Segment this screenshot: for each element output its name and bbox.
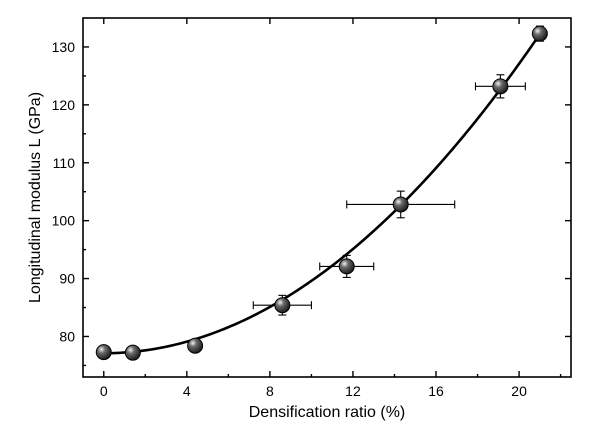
data-point-marker bbox=[187, 337, 204, 354]
y-axis-title: Longitudinal modulus L (GPa) bbox=[27, 92, 44, 303]
data-point-marker bbox=[338, 258, 355, 275]
y-tick-label: 80 bbox=[59, 328, 75, 344]
data-point-marker bbox=[95, 344, 112, 361]
axes: 0 4 8 12 16 20 80 90 100 110 120 130 bbox=[52, 17, 572, 399]
x-axis-title: Densification ratio (%) bbox=[249, 404, 406, 421]
x-tick-label: 20 bbox=[511, 383, 527, 399]
x-tick-label: 0 bbox=[100, 383, 108, 399]
y-tick-label: 110 bbox=[53, 155, 76, 171]
plot-frame bbox=[82, 17, 572, 378]
data-point bbox=[346, 190, 456, 219]
x-tick-label: 8 bbox=[266, 383, 274, 399]
axis-labels-layer: Densification ratio (%) Longitudinal mod… bbox=[27, 92, 405, 421]
x-tick-label: 12 bbox=[345, 383, 361, 399]
y-tick-label: 120 bbox=[52, 97, 76, 113]
data-point-marker bbox=[274, 297, 291, 314]
fit-curve-layer bbox=[103, 33, 541, 355]
data-point bbox=[95, 344, 112, 361]
y-tick-label: 100 bbox=[52, 213, 76, 229]
data-points-layer bbox=[95, 25, 548, 361]
data-point bbox=[187, 337, 204, 354]
fit-curve-line bbox=[103, 33, 541, 355]
data-point-marker bbox=[492, 78, 509, 95]
data-point bbox=[252, 294, 312, 316]
data-point-marker bbox=[531, 25, 548, 42]
data-point-marker bbox=[392, 196, 409, 213]
data-point-marker bbox=[124, 344, 141, 361]
data-point bbox=[319, 254, 375, 278]
data-point bbox=[531, 25, 548, 42]
y-tick-label: 90 bbox=[59, 271, 75, 287]
data-point bbox=[124, 344, 141, 361]
x-tick-label: 4 bbox=[183, 383, 191, 399]
data-point bbox=[474, 74, 526, 99]
x-tick-label: 16 bbox=[428, 383, 444, 399]
y-tick-label: 130 bbox=[52, 39, 76, 55]
